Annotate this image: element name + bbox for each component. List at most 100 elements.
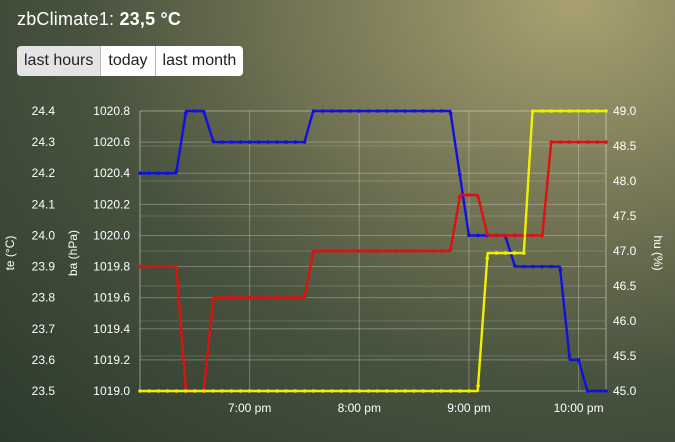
data-point-hu <box>421 389 426 393</box>
data-point-hu <box>512 251 517 255</box>
y-tick-label-ba: 1020.0 <box>93 228 130 242</box>
data-point-ba <box>394 109 398 113</box>
data-point-ba <box>156 171 161 175</box>
data-point-te <box>165 264 170 269</box>
data-point-te <box>448 247 453 251</box>
data-point-ba <box>595 389 599 393</box>
data-point-te <box>330 249 334 253</box>
data-point-ba <box>138 171 142 175</box>
data-point-hu <box>558 109 563 113</box>
data-point-ba <box>311 109 316 113</box>
data-point-hu <box>147 389 151 393</box>
y-axis-title-ba: ba (hPa) <box>66 230 80 276</box>
data-point-te <box>247 295 252 300</box>
x-tick-label: 9:00 pm <box>447 401 490 415</box>
data-point-ba <box>330 109 334 113</box>
y-tick-label-hu: 48.5 <box>613 139 637 153</box>
data-point-te <box>549 140 553 144</box>
data-point-hu <box>293 389 298 393</box>
data-point-te <box>567 140 572 144</box>
data-point-hu <box>503 251 508 255</box>
x-tick-label: 7:00 pm <box>228 401 271 415</box>
data-point-hu <box>494 251 499 255</box>
data-point-ba <box>439 109 444 113</box>
data-point-ba <box>458 172 462 177</box>
data-point-te <box>311 249 316 253</box>
data-point-te <box>220 295 224 300</box>
data-point-ba <box>348 109 353 113</box>
tab-today[interactable]: today <box>101 46 156 76</box>
y-tick-label-ba: 1019.6 <box>93 291 130 305</box>
y-axis-hu: 45.0 45.5 46.0 46.5 47.0 47.5 48.0 48.5 49.0 hu (… <box>613 104 665 398</box>
data-point-te <box>540 233 544 238</box>
y-tick-label-hu: 45.0 <box>613 384 637 398</box>
y-tick-label-te: 24.1 <box>32 197 56 211</box>
y-tick-label-ba: 1020.4 <box>93 166 130 180</box>
data-point-ba <box>476 233 480 238</box>
data-point-ba <box>421 109 426 113</box>
y-tick-label-hu: 47.0 <box>613 244 637 258</box>
data-point-hu <box>585 109 590 113</box>
data-point-te <box>375 249 380 253</box>
tab-last-hours[interactable]: last hours <box>17 46 102 76</box>
data-point-hu <box>193 389 197 393</box>
data-point-te <box>156 264 161 269</box>
data-point-hu <box>394 389 398 393</box>
series-hu <box>138 109 608 393</box>
y-tick-label-ba: 1020.6 <box>93 135 130 149</box>
data-point-hu <box>531 109 535 113</box>
data-point-ba <box>275 140 279 144</box>
data-point-hu <box>357 389 362 393</box>
data-point-te <box>357 249 362 253</box>
data-point-ba <box>293 140 298 144</box>
data-point-ba <box>238 140 243 144</box>
y-tick-label-te: 23.7 <box>32 322 56 336</box>
y-axis-title-te: te (°C) <box>3 236 17 271</box>
data-point-ba <box>183 111 188 116</box>
y-axis-title-hu: hu (%) <box>651 235 665 270</box>
data-point-te <box>485 232 490 236</box>
data-point-te <box>412 249 416 253</box>
data-point-te <box>430 249 435 253</box>
data-point-te <box>421 249 426 253</box>
data-point-te <box>275 295 279 300</box>
data-point-hu <box>165 389 170 393</box>
y-tick-label-te: 23.8 <box>32 291 56 305</box>
data-point-ba <box>302 140 307 144</box>
data-point-te <box>403 249 407 253</box>
data-point-hu <box>348 389 353 393</box>
data-point-ba <box>357 109 362 113</box>
data-point-hu <box>247 389 252 393</box>
time-range-tabs: last hours today last month <box>17 46 244 76</box>
y-axis-ba: 1019.0 1019.2 1019.4 1019.6 1019.8 1020.0 1020… <box>66 104 130 398</box>
data-point-ba <box>540 264 544 269</box>
data-point-hu <box>439 389 444 393</box>
device-name: zbClimate1: <box>17 9 115 29</box>
data-point-te <box>147 264 151 269</box>
data-point-hu <box>202 389 206 393</box>
data-point-te <box>293 295 298 300</box>
data-point-ba <box>604 389 608 393</box>
y-tick-label-te: 24.0 <box>32 228 56 242</box>
x-tick-label: 8:00 pm <box>338 401 381 415</box>
y-tick-label-hu: 49.0 <box>613 104 637 118</box>
x-tick-label: 10:00 pm <box>554 401 604 415</box>
data-point-te <box>595 140 599 144</box>
data-point-te <box>384 249 389 253</box>
data-point-hu <box>183 389 188 393</box>
x-axis: 7:00 pm 8:00 pm 9:00 pm 10:00 pm <box>228 401 604 415</box>
data-point-te <box>585 140 590 144</box>
y-axis-te: 23.5 23.6 23.7 23.8 23.9 24.0 24.1 24.2 24.3 24.4… <box>3 104 55 398</box>
tab-last-month[interactable]: last month <box>155 46 244 76</box>
data-point-te <box>604 140 608 144</box>
data-point-hu <box>320 389 325 393</box>
data-point-hu <box>366 389 371 393</box>
data-point-ba <box>576 358 581 362</box>
data-point-hu <box>257 389 261 393</box>
y-tick-label-ba: 1020.8 <box>93 104 130 118</box>
data-point-te <box>320 249 325 253</box>
data-point-hu <box>156 389 161 393</box>
data-point-hu <box>448 389 453 393</box>
data-point-hu <box>311 389 316 393</box>
